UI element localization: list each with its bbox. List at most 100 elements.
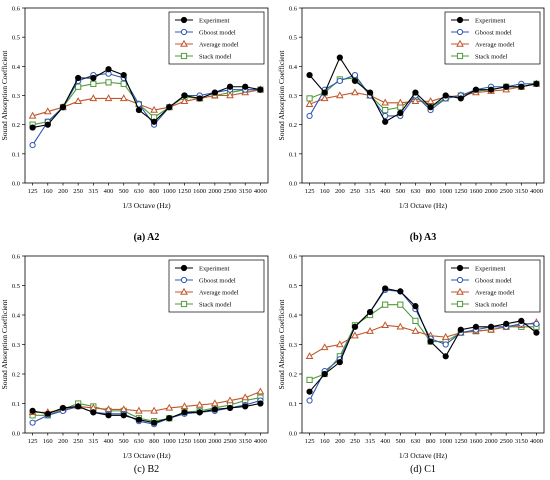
- legend-label: Gboost model: [199, 278, 236, 285]
- legend-label: Average model: [199, 290, 239, 297]
- x-tick-label: 800: [149, 438, 159, 445]
- y-tick-label: 0.2: [289, 372, 297, 379]
- data-point: [119, 94, 128, 102]
- y-tick-label: 0.2: [289, 122, 297, 129]
- data-point: [533, 320, 540, 327]
- data-point: [397, 109, 404, 117]
- panel-caption: (b) A3: [410, 232, 436, 243]
- data-point: [210, 399, 219, 407]
- x-tick-label: 3150: [515, 188, 528, 195]
- y-tick-label: 0.0: [289, 431, 297, 438]
- data-point: [120, 80, 127, 87]
- x-tick-label: 2500: [500, 188, 513, 195]
- x-tick-label: 1250: [178, 188, 191, 195]
- data-point: [90, 80, 97, 87]
- legend-label: Stack model: [199, 54, 232, 61]
- data-point: [90, 409, 97, 416]
- data-point: [166, 104, 173, 111]
- legend-label: Experiment: [199, 18, 230, 25]
- x-tick-label: 630: [411, 188, 421, 195]
- y-tick-label: 0.2: [12, 122, 20, 129]
- series-experiment: [306, 285, 540, 395]
- series-experiment: [306, 54, 540, 125]
- legend-item: Stack model: [175, 52, 232, 61]
- chart-panel-2: 0.0 0.1 0.2 0.3 0.4 0.5 0.6 125 160 200 250 315 400 5…: [277, 6, 545, 243]
- x-axis-label: 1/3 Octave (Hz): [122, 201, 171, 210]
- data-point: [518, 83, 525, 90]
- data-point: [487, 323, 495, 330]
- data-point: [44, 121, 51, 128]
- legend-label: Gboost model: [475, 278, 512, 285]
- data-point: [242, 403, 249, 410]
- data-point: [306, 71, 313, 79]
- x-tick-label: 1250: [454, 188, 467, 195]
- series-experiment: [29, 66, 264, 131]
- legend-item: Gboost model: [451, 276, 512, 285]
- y-tick-label: 0.6: [12, 254, 21, 261]
- data-point: [397, 288, 404, 295]
- legend-item: Stack model: [451, 52, 508, 61]
- legend-label: Average model: [199, 42, 239, 49]
- data-point: [305, 352, 314, 359]
- y-tick-label: 0.6: [12, 6, 21, 13]
- data-point: [43, 107, 52, 115]
- x-tick-label: 4000: [530, 438, 543, 445]
- x-tick-label: 1000: [163, 438, 176, 445]
- x-tick-label: 800: [149, 188, 159, 195]
- x-tick-label: 200: [58, 188, 68, 195]
- series-line: [32, 73, 261, 146]
- data-point: [226, 91, 234, 99]
- data-point: [150, 118, 158, 125]
- x-tick-label: 1000: [439, 188, 452, 195]
- data-point: [503, 320, 510, 327]
- data-point: [180, 97, 189, 105]
- data-point: [211, 89, 218, 96]
- data-point: [442, 92, 449, 99]
- legend-swatch-marker: [180, 16, 188, 24]
- x-tick-label: 1000: [439, 438, 452, 445]
- y-tick-label: 0.1: [12, 151, 20, 158]
- legend-swatch-marker: [180, 28, 188, 36]
- data-point: [412, 317, 419, 324]
- data-point: [150, 419, 158, 426]
- panel-caption: (c) B2: [134, 464, 159, 475]
- legend-swatch-marker: [180, 39, 188, 47]
- data-point: [381, 321, 390, 329]
- y-tick-label: 0.4: [12, 313, 21, 320]
- data-point: [105, 412, 112, 419]
- y-tick-label: 0.5: [289, 283, 297, 290]
- data-point: [351, 71, 359, 79]
- data-point: [442, 353, 449, 360]
- x-tick-label: 3150: [515, 438, 528, 445]
- data-point: [306, 376, 313, 383]
- legend-swatch-marker: [180, 276, 188, 284]
- series-line: [309, 74, 537, 117]
- panel-caption-bold: (b) A3: [410, 232, 436, 243]
- x-tick-label: 4000: [254, 188, 267, 195]
- data-point: [321, 89, 328, 96]
- y-tick-label: 0.3: [289, 93, 297, 100]
- legend-label: Stack model: [199, 302, 232, 309]
- data-point: [180, 402, 189, 410]
- y-tick-label: 0.0: [12, 431, 20, 438]
- y-tick-label: 0.5: [289, 35, 297, 42]
- x-tick-label: 1600: [193, 188, 206, 195]
- data-point: [412, 303, 419, 310]
- legend-swatch-marker: [456, 28, 464, 36]
- legend-swatch-marker: [180, 287, 188, 295]
- legend-item: Gboost model: [175, 28, 236, 37]
- legend-item: Experiment: [175, 264, 230, 273]
- x-axis-label: 1/3 Octave (Hz): [399, 451, 448, 460]
- series-line: [32, 397, 261, 422]
- series-line: [32, 89, 261, 117]
- y-tick-label: 0.1: [289, 151, 297, 158]
- y-tick-label: 0.4: [12, 64, 21, 71]
- x-tick-label: 630: [134, 188, 144, 195]
- data-point: [397, 301, 404, 308]
- data-point: [257, 86, 264, 93]
- x-tick-label: 4000: [254, 438, 267, 445]
- series-stack-model: [306, 301, 540, 383]
- series-experiment: [29, 400, 264, 426]
- x-tick-label: 1600: [469, 438, 482, 445]
- legend-label: Experiment: [475, 18, 506, 25]
